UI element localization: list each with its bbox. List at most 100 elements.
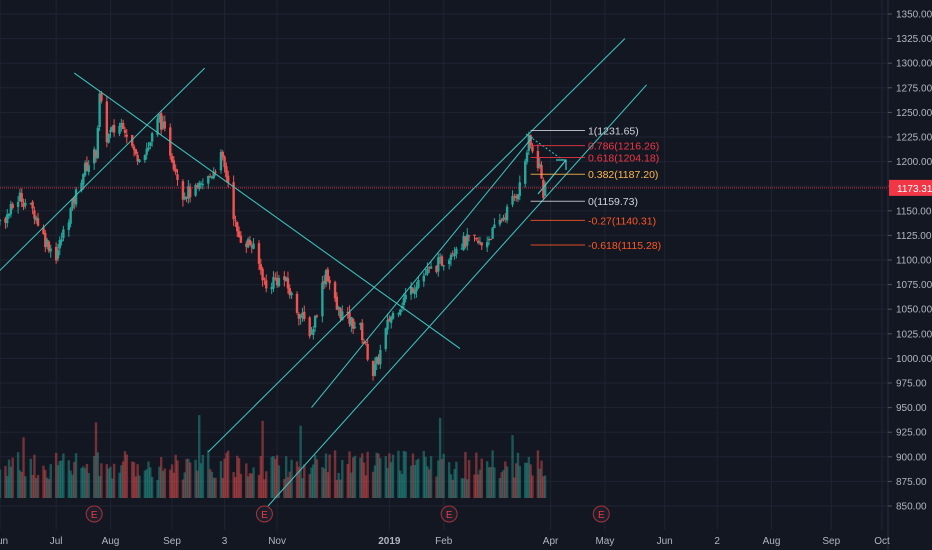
volume-bar <box>518 465 521 498</box>
volume-bar <box>111 478 114 498</box>
candle-body <box>83 163 87 176</box>
volume-bar <box>351 457 355 498</box>
fib-level-label: 1(1231.65) <box>588 125 639 137</box>
volume-bar <box>364 475 368 498</box>
volume-bar <box>424 456 427 498</box>
candle-body <box>73 197 76 204</box>
volume-bar <box>362 462 366 498</box>
volume-bar <box>288 471 291 498</box>
volume-bar <box>371 471 375 498</box>
candle-body <box>60 239 63 242</box>
volume-bar <box>353 455 357 498</box>
candle-body <box>404 294 407 300</box>
candle-body <box>478 241 482 243</box>
volume-bar <box>498 478 502 498</box>
candle-body <box>346 311 349 313</box>
y-tick-label: 1075.00 <box>896 280 932 291</box>
candle-body <box>98 93 101 127</box>
candle-body <box>377 357 380 364</box>
candle-body <box>112 124 116 133</box>
candle-body <box>42 227 45 235</box>
volume-bar <box>295 461 299 498</box>
volume-bar <box>542 476 545 498</box>
earnings-marker-icon[interactable] <box>85 505 103 523</box>
projection-dashed-line <box>525 133 564 161</box>
candle-body <box>234 220 237 222</box>
volume-bar <box>489 467 493 498</box>
candle-body <box>543 184 547 196</box>
volume-bar <box>74 453 78 498</box>
fib-retracement[interactable]: 1(1231.65) 0.786(1216.26)0.618(1204.18) 0.… <box>530 125 662 252</box>
volume-bar <box>185 458 188 498</box>
volume-bar <box>527 456 531 498</box>
volume-bar <box>219 461 223 498</box>
volume-bar <box>199 463 203 498</box>
candle-body <box>429 266 433 269</box>
time-axis[interactable]: Jun Jul Aug Sep 3 Nov 2019 Feb Apr May Jun 2 Aug Sep O… <box>0 536 890 547</box>
candle-body <box>447 260 451 265</box>
volume-bar <box>183 472 186 498</box>
volume-bar <box>404 451 407 498</box>
earnings-marker-label: E <box>261 510 268 521</box>
volume-bar <box>491 450 494 498</box>
earnings-marker-icon[interactable] <box>592 505 610 523</box>
volume-bar <box>428 469 431 498</box>
candle-body <box>109 130 112 133</box>
candle-body <box>524 160 527 184</box>
candle-body <box>22 202 25 208</box>
earnings-marker-icon[interactable] <box>255 505 273 523</box>
volume-bar <box>346 463 349 498</box>
trend-lines[interactable] <box>0 38 647 507</box>
volume-bar <box>234 477 237 498</box>
candle-body <box>312 329 315 335</box>
candle-body <box>85 162 89 171</box>
candle-body <box>138 159 141 162</box>
candle-body <box>156 118 159 135</box>
trend-line-channel-lower-2019[interactable] <box>267 84 647 507</box>
candle-body <box>451 253 454 255</box>
trend-line-channel-mid-2019[interactable] <box>311 136 533 408</box>
y-tick-label: 1250.00 <box>896 108 932 119</box>
volume-bar <box>221 478 224 498</box>
candle-body <box>435 265 438 273</box>
volume-bar <box>138 475 141 498</box>
candle-body <box>328 280 331 284</box>
candle-body <box>170 155 174 163</box>
candle-body <box>11 204 14 208</box>
trend-line-channel-lower-2018[interactable] <box>73 72 461 349</box>
earnings-marker-icon[interactable] <box>440 505 458 523</box>
candle-body <box>56 250 60 259</box>
volume-bar <box>478 469 482 498</box>
volume-bar <box>232 472 235 498</box>
volume-bar <box>429 456 433 498</box>
candle-body <box>411 288 415 293</box>
volume-bar <box>476 474 480 498</box>
candle-body <box>301 312 304 318</box>
candle-body <box>196 185 199 188</box>
candle-body <box>232 182 235 220</box>
volume-bar <box>341 459 344 498</box>
volume-bar <box>156 479 159 498</box>
candle-body <box>159 113 163 130</box>
trend-line-channel-upper-2018[interactable] <box>0 67 206 284</box>
candle-body <box>29 203 32 205</box>
volume-bar <box>384 456 387 498</box>
volume-bar <box>259 456 262 498</box>
volume-bar <box>377 453 380 498</box>
trend-line-channel-upper-2019[interactable] <box>207 38 626 453</box>
candle-body <box>442 265 445 267</box>
candle-body <box>491 227 494 239</box>
volume-bar <box>96 452 99 498</box>
candle-body <box>525 152 529 162</box>
volume-bar <box>109 466 112 498</box>
volume-bar <box>158 466 161 498</box>
volume-bar <box>145 469 148 498</box>
volume-bar <box>134 476 138 498</box>
volume-bar <box>44 469 47 498</box>
volume-bar <box>226 450 230 498</box>
candle-body <box>475 237 478 240</box>
candle-body <box>284 277 288 282</box>
candle-body <box>498 219 502 225</box>
